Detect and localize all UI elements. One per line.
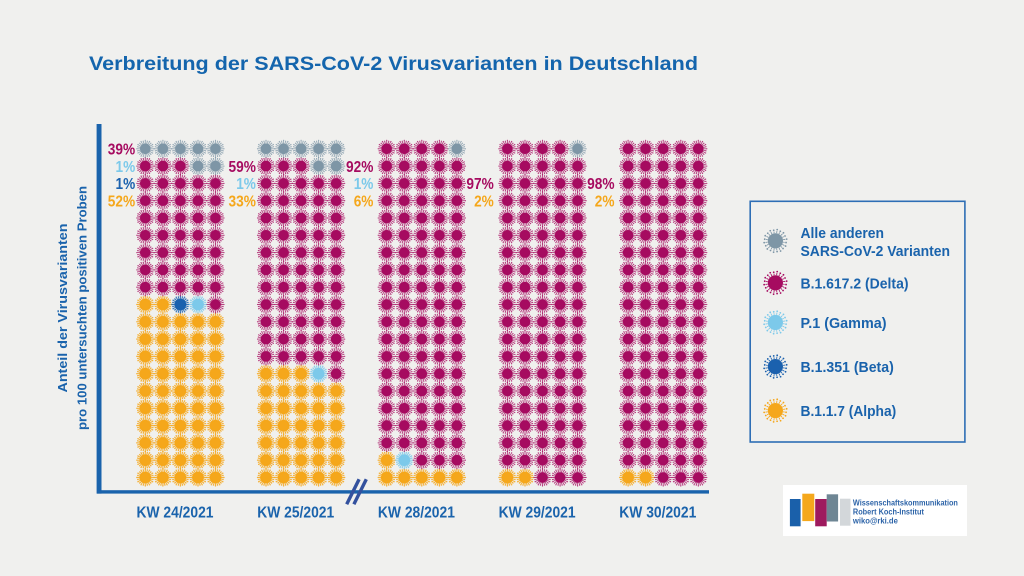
- svg-text:97%: 97%: [466, 176, 493, 193]
- svg-text:KW 30/2021: KW 30/2021: [619, 505, 696, 522]
- svg-text:KW 24/2021: KW 24/2021: [137, 505, 214, 522]
- svg-text:B.1.351 (Beta): B.1.351 (Beta): [801, 359, 894, 376]
- svg-text:KW 28/2021: KW 28/2021: [378, 505, 455, 522]
- svg-text:Verbreitung der SARS-CoV-2 Vir: Verbreitung der SARS-CoV-2 Virusvariante…: [89, 53, 698, 75]
- svg-text:KW 25/2021: KW 25/2021: [257, 505, 334, 522]
- svg-text:Alle anderen: Alle anderen: [801, 225, 885, 242]
- svg-text:98%: 98%: [587, 176, 614, 193]
- svg-text:33%: 33%: [229, 194, 256, 211]
- svg-text:59%: 59%: [229, 159, 256, 176]
- svg-text:KW 29/2021: KW 29/2021: [499, 505, 576, 522]
- svg-text:1%: 1%: [116, 159, 136, 176]
- svg-text:6%: 6%: [354, 194, 374, 211]
- svg-text:92%: 92%: [346, 159, 373, 176]
- svg-text:1%: 1%: [116, 176, 136, 193]
- svg-text:SARS-CoV-2 Varianten: SARS-CoV-2 Varianten: [801, 243, 951, 260]
- svg-text:2%: 2%: [474, 194, 494, 211]
- svg-text:wiko@rki.de: wiko@rki.de: [852, 515, 898, 525]
- svg-text:pro 100 untersuchten positiven: pro 100 untersuchten positiven Proben: [74, 186, 89, 430]
- svg-text:52%: 52%: [108, 194, 135, 211]
- svg-text:1%: 1%: [354, 176, 374, 193]
- svg-text:B.1.617.2 (Delta): B.1.617.2 (Delta): [801, 275, 909, 292]
- svg-text:B.1.1.7 (Alpha): B.1.1.7 (Alpha): [801, 403, 897, 420]
- svg-text:2%: 2%: [595, 194, 615, 211]
- svg-text:Anteil der Virusvarianten: Anteil der Virusvarianten: [55, 223, 70, 392]
- svg-text:P.1 (Gamma): P.1 (Gamma): [801, 315, 887, 332]
- svg-text:Wissenschaftskommunikation: Wissenschaftskommunikation: [853, 498, 958, 508]
- svg-text:39%: 39%: [108, 142, 135, 159]
- svg-text:Robert Koch-Institut: Robert Koch-Institut: [853, 507, 924, 517]
- svg-text:1%: 1%: [236, 176, 256, 193]
